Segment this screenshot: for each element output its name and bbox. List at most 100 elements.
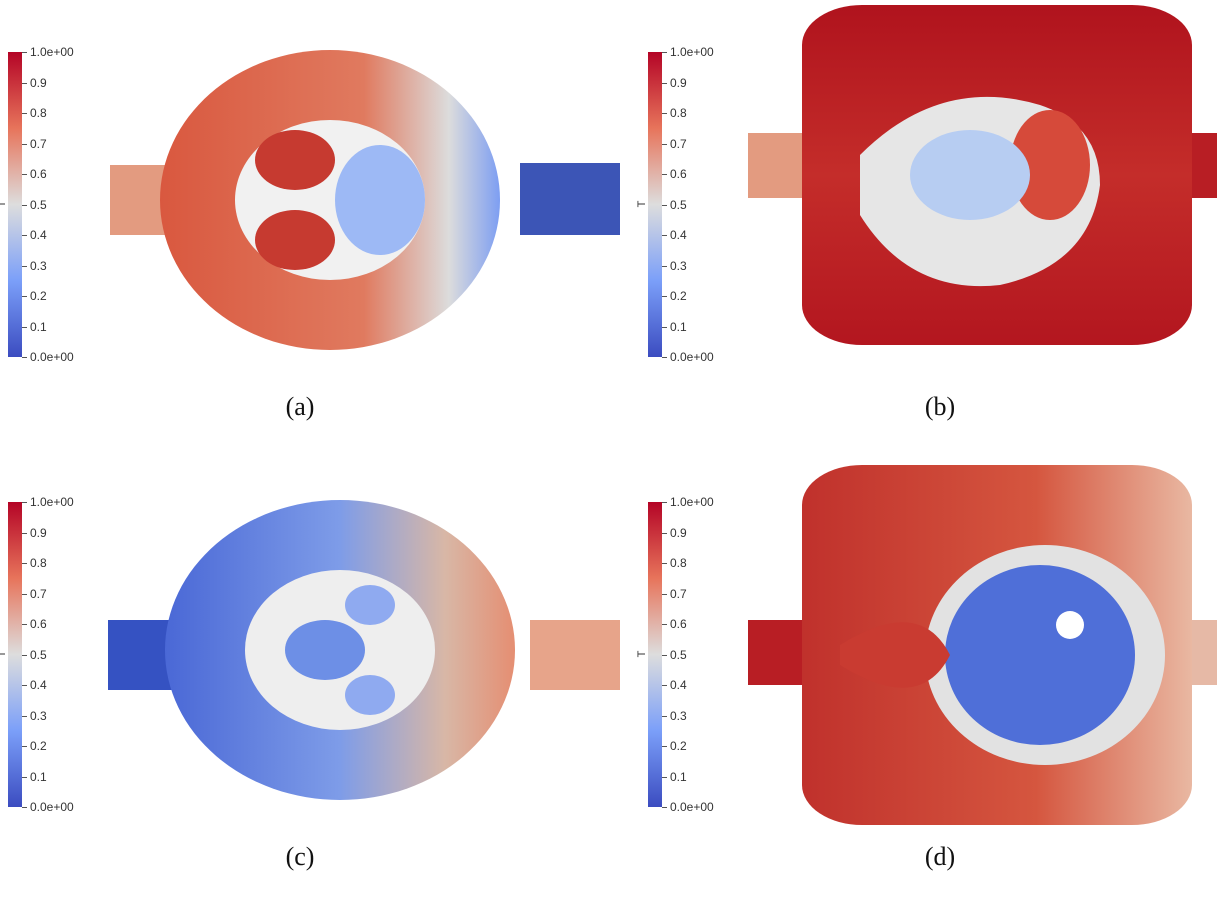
colorbar-tick [662,563,667,564]
colorbar-tick [662,502,667,503]
colorbar-tick [662,776,667,778]
panel-d: T 1.0e+00 0.9 0.8 0.7 0.6 0.5 0.4 0.3 0.2 0.1 0.0e… [636,450,1217,900]
colorbar-title: T [636,650,648,658]
colorbar-tick-label: 1.0e+00 [30,495,74,509]
panel-b: T 1.0e+00 0.9 0.8 0.7 0.6 0.5 0.4 0.3 0.2 0.1 0.0e… [636,0,1217,450]
colorbar-tick [22,326,27,328]
colorbar-tick-label: 0.7 [30,136,47,151]
colorbar-tick [662,654,667,656]
colorbar-tick [22,532,27,534]
colorbar-tick [22,563,27,564]
colorbar-tick [22,807,27,808]
colorbar-tick-label: 0.1 [670,769,687,784]
colorbar-tick [662,326,667,328]
colorbar-tick-label: 0.7 [670,136,687,151]
colorbar-tick-label: 0.8 [30,106,47,120]
colorbar-tick-label: 0.3 [30,258,47,273]
colorbar-tick-label: 0.8 [30,556,47,570]
colorbar-tick [22,82,27,84]
colorbar-tick-label: 0.4 [670,678,687,692]
colorbar-title: T [0,194,8,214]
colorbar-tick-label: 0.9 [30,525,47,540]
colorbar-tick-label: 0.1 [670,319,687,334]
colorbar-tick [662,174,667,175]
colorbar-tick-label: 0.1 [30,769,47,784]
panel-a: T 1.0e+00 0.9 0.8 0.7 0.6 0.5 0.4 0.3 0.2 0.1 0.0e… [0,0,620,450]
colorbar-tick-label: 0.6 [670,167,687,181]
colorbar-title: T [0,644,8,664]
colorbar-tick-label: 0.9 [670,525,687,540]
colorbar-tick-label: 0.0e+00 [670,350,714,364]
colorbar-tick-label: 0.5 [670,197,687,212]
panel-caption: (c) [285,842,315,871]
flow-field-shape [748,465,1217,825]
colorbar-tick-label: 1.0e+00 [670,45,714,59]
colorbar-tick [22,685,27,686]
colorbar-tick [662,746,667,747]
colorbar-tick-label: 0.6 [670,617,687,631]
colorbar-tick-label: 0.2 [30,289,47,303]
colorbar-tick-label: 0.5 [30,197,47,212]
colorbar-tick-label: 1.0e+00 [30,45,74,59]
colorbar-tick-label: 0.5 [670,647,687,662]
colorbar-tick [662,296,667,297]
panel-caption: (b) [924,392,956,421]
colorbar-tick-label: 0.0e+00 [670,800,714,814]
colorbar-tick [22,204,27,206]
colorbar-tick-label: 0.2 [30,739,47,753]
colorbar-tick-label: 0.4 [30,228,47,242]
colorbar-tick [22,143,27,145]
colorbar-tick [662,204,667,206]
colorbar-tick-label: 0.2 [670,739,687,753]
colorbar-tick [662,357,667,358]
colorbar-tick-label: 0.0e+00 [30,350,74,364]
colorbar-tick [662,235,667,236]
colorbar-tick-label: 0.7 [670,586,687,601]
colorbar-tick-label: 1.0e+00 [670,495,714,509]
colorbar-tick-label: 0.0e+00 [30,800,74,814]
colorbar-tick-label: 0.7 [30,586,47,601]
colorbar-tick [662,265,667,267]
colorbar-tick [22,52,27,53]
colorbar-tick [22,715,27,717]
colorbar-tick [662,143,667,145]
flow-field-shape [748,5,1217,345]
colorbar-tick [22,235,27,236]
colorbar-tick-label: 0.6 [30,167,47,181]
colorbar-tick-label: 0.4 [670,228,687,242]
colorbar-tick-label: 0.3 [670,708,687,723]
panel-c: T 1.0e+00 0.9 0.8 0.7 0.6 0.5 0.4 0.3 0.2 0.1 0.0e… [0,450,620,900]
colorbar-tick-label: 0.3 [30,708,47,723]
colorbar-tick [22,357,27,358]
colorbar-tick-label: 0.8 [670,106,687,120]
colorbar-tick-label: 0.8 [670,556,687,570]
colorbar-tick [22,174,27,175]
colorbar-tick [662,685,667,686]
colorbar-tick [662,715,667,717]
colorbar-tick [22,502,27,503]
colorbar-tick [662,532,667,534]
colorbar-title: T [636,200,648,208]
colorbar-tick [22,296,27,297]
colorbar-tick-label: 0.9 [30,75,47,90]
colorbar-tick-label: 0.6 [30,617,47,631]
colorbar-tick [662,52,667,53]
colorbar-tick [22,593,27,595]
colorbar-tick-label: 0.9 [670,75,687,90]
colorbar-tick [22,654,27,656]
colorbar-tick-label: 0.5 [30,647,47,662]
colorbar-tick [662,593,667,595]
colorbar-tick [662,82,667,84]
colorbar-tick-label: 0.2 [670,289,687,303]
colorbar-tick-label: 0.4 [30,678,47,692]
flow-field-shape [108,500,620,800]
colorbar-tick [662,113,667,114]
colorbar-tick [22,265,27,267]
colorbar-tick-label: 0.1 [30,319,47,334]
colorbar-tick [22,624,27,625]
colorbar-tick-label: 0.3 [670,258,687,273]
colorbar-tick [662,624,667,625]
colorbar-tick [22,113,27,114]
colorbar-tick [662,807,667,808]
flow-field-shape [110,50,620,350]
